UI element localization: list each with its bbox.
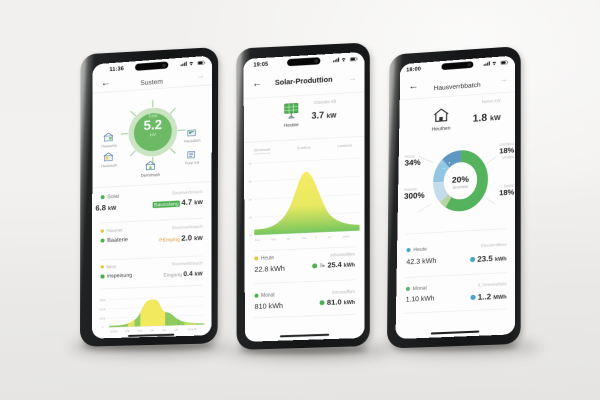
svg-text:ca: ca bbox=[287, 236, 290, 240]
svg-text:4k: 4k bbox=[249, 179, 253, 183]
svg-text:0: 0 bbox=[102, 325, 104, 329]
svg-text:12a: 12a bbox=[302, 236, 307, 240]
svg-text:8rte: 8rte bbox=[271, 237, 276, 241]
svg-text:ptete: ptete bbox=[343, 234, 350, 238]
svg-text:2k: 2k bbox=[249, 215, 253, 219]
svg-text:het: het bbox=[162, 328, 166, 332]
svg-text:4: 4 bbox=[315, 235, 317, 239]
svg-text:6txt: 6txt bbox=[255, 238, 260, 242]
svg-text:dlie: dlie bbox=[125, 329, 130, 333]
svg-text:srceate: srceate bbox=[188, 327, 198, 331]
svg-text:5k: 5k bbox=[249, 161, 253, 165]
svg-text:200k: 200k bbox=[99, 307, 106, 311]
svg-text:mst: mst bbox=[138, 328, 143, 332]
svg-text:1k: 1k bbox=[249, 233, 253, 237]
svg-text:ce: ce bbox=[328, 235, 332, 239]
svg-text:300k: 300k bbox=[99, 298, 106, 302]
svg-text:wntan: wntan bbox=[110, 329, 118, 333]
svg-text:mti: mti bbox=[150, 328, 154, 332]
svg-text:3k: 3k bbox=[249, 197, 253, 201]
svg-text:sin: sin bbox=[174, 327, 178, 331]
svg-text:100k: 100k bbox=[99, 316, 106, 320]
